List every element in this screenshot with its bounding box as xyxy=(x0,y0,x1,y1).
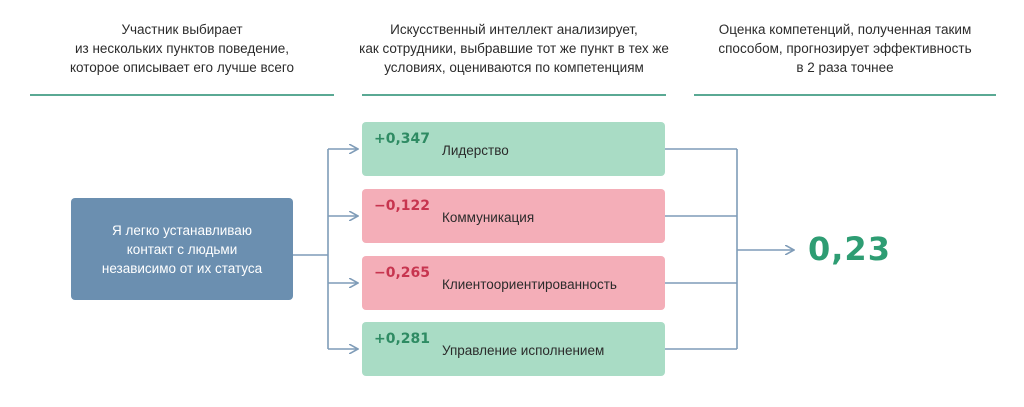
header-participant: Участник выбирает из нескольких пунктов … xyxy=(30,20,334,77)
competency-communication: −0,122 Коммуникация xyxy=(362,189,665,243)
competency-client-orientation: −0,265 Клиентоориентированность xyxy=(362,256,665,310)
header-result: Оценка компетенций, полученная таким спо… xyxy=(694,20,996,77)
header-line: в 2 раза точнее xyxy=(796,60,894,75)
competency-score: +0,281 xyxy=(374,331,431,347)
competency-name: Лидерство xyxy=(442,143,509,158)
competency-score: +0,347 xyxy=(374,131,431,147)
header-divider xyxy=(694,94,996,96)
header-line: Оценка компетенций, полученная таким xyxy=(718,22,972,37)
statement-line: Я легко устанавливаю xyxy=(112,222,252,238)
statement-line: контакт с людьми xyxy=(126,241,238,257)
header-ai: Искусственный интеллект анализирует, как… xyxy=(352,20,676,77)
competency-name: Коммуникация xyxy=(442,210,535,225)
header-divider xyxy=(30,94,334,96)
result-score: 0,23 xyxy=(808,230,891,268)
competency-name: Управление исполнением xyxy=(442,343,605,358)
competency-leadership: +0,347 Лидерство xyxy=(362,122,665,176)
competency-performance-management: +0,281 Управление исполнением xyxy=(362,322,665,376)
header-line: Участник выбирает xyxy=(121,22,243,37)
competency-name: Клиентоориентированность xyxy=(442,277,617,292)
header-line: из нескольких пунктов поведение, xyxy=(74,41,290,56)
header-line: как сотрудники, выбравшие тот же пункт в… xyxy=(359,41,669,56)
competency-score: −0,122 xyxy=(374,198,431,214)
behavior-statement-box: Я легко устанавливаю контакт с людьми не… xyxy=(71,198,293,300)
header-line: Искусственный интеллект анализирует, xyxy=(390,22,638,37)
competency-score: −0,265 xyxy=(374,265,431,281)
header-line: способом, прогнозирует эффективность xyxy=(718,41,972,56)
statement-line: независимо от их статуса xyxy=(101,260,263,276)
header-line: которое описывает его лучше всего xyxy=(70,60,294,75)
header-line: условиях, оцениваются по компетенциям xyxy=(384,60,644,75)
header-divider xyxy=(362,94,666,96)
